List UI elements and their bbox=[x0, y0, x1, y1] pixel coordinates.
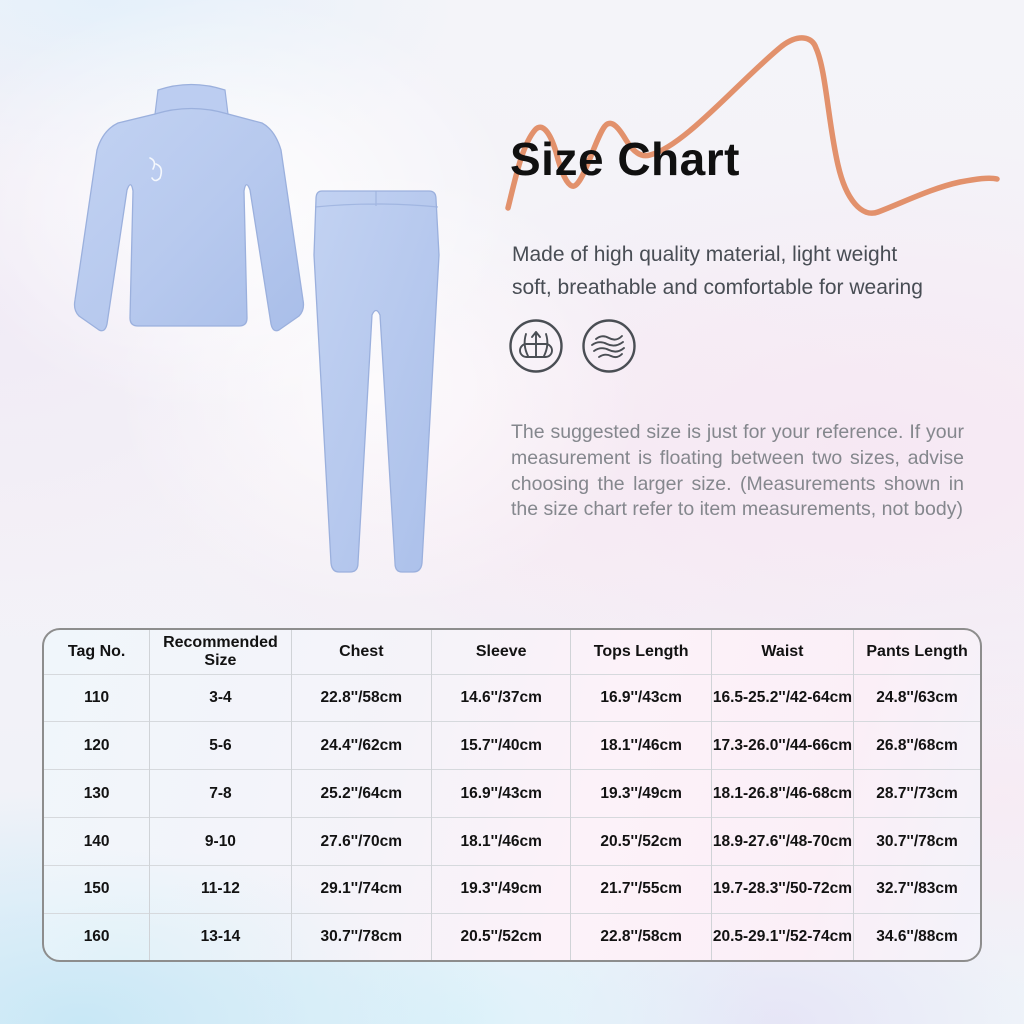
page-title: Size Chart bbox=[510, 133, 740, 185]
feature-badges bbox=[507, 317, 638, 375]
table-header-row: Tag No. Recommended Size Chest Sleeve To… bbox=[44, 630, 980, 674]
orange-squiggle-accent bbox=[505, 35, 1000, 216]
cell-size: 11-12 bbox=[149, 865, 292, 914]
cell-tops-length: 20.5''/52cm bbox=[570, 817, 712, 866]
cell-sleeve: 15.7''/40cm bbox=[430, 721, 571, 770]
material-description: Made of high quality material, light wei… bbox=[512, 243, 923, 299]
size-table: Tag No. Recommended Size Chest Sleeve To… bbox=[42, 628, 982, 962]
column-header-waist: Waist bbox=[710, 630, 854, 674]
column-header-recommended-size: Recommended Size bbox=[149, 630, 292, 674]
cell-chest: 22.8''/58cm bbox=[290, 673, 432, 722]
table-row: 110 3-4 22.8''/58cm 14.6''/37cm 16.9''/4… bbox=[44, 673, 980, 722]
cell-size: 5-6 bbox=[149, 721, 292, 770]
cell-pants-length: 32.7''/83cm bbox=[853, 865, 980, 914]
product-top-image bbox=[73, 83, 305, 332]
brand-embroidery bbox=[149, 157, 163, 182]
cell-waist: 18.1-26.8''/46-68cm bbox=[710, 769, 854, 818]
cell-tag: 110 bbox=[44, 673, 150, 722]
cell-pants-length: 24.8''/63cm bbox=[853, 673, 980, 722]
cell-size: 13-14 bbox=[149, 912, 292, 960]
cell-tops-length: 21.7''/55cm bbox=[570, 865, 712, 914]
column-header-tops-length: Tops Length bbox=[570, 630, 712, 674]
cell-chest: 29.1''/74cm bbox=[290, 865, 432, 914]
table-row: 130 7-8 25.2''/64cm 16.9''/43cm 19.3''/4… bbox=[44, 769, 980, 818]
column-header-chest: Chest bbox=[290, 630, 432, 674]
cell-chest: 27.6''/70cm bbox=[290, 817, 432, 866]
breathable-waves-icon bbox=[582, 319, 636, 373]
cell-sleeve: 18.1''/46cm bbox=[430, 817, 571, 866]
cell-tops-length: 22.8''/58cm bbox=[570, 912, 712, 960]
leggings-waistband-seam bbox=[314, 191, 439, 208]
cell-pants-length: 28.7''/73cm bbox=[853, 769, 980, 818]
cell-sleeve: 20.5''/52cm bbox=[430, 912, 571, 960]
stretch-fabric-icon bbox=[509, 319, 563, 373]
cell-chest: 24.4''/62cm bbox=[290, 721, 432, 770]
leggings-body bbox=[313, 190, 440, 573]
cell-tag: 160 bbox=[44, 912, 150, 960]
cell-size: 7-8 bbox=[149, 769, 292, 818]
table-row: 150 11-12 29.1''/74cm 19.3''/49cm 21.7''… bbox=[44, 865, 980, 914]
cell-pants-length: 30.7''/78cm bbox=[853, 817, 980, 866]
cell-sleeve: 19.3''/49cm bbox=[430, 865, 571, 914]
cell-tag: 120 bbox=[44, 721, 150, 770]
table-row: 140 9-10 27.6''/70cm 18.1''/46cm 20.5''/… bbox=[44, 817, 980, 866]
cell-tops-length: 19.3''/49cm bbox=[570, 769, 712, 818]
cell-pants-length: 34.6''/88cm bbox=[853, 912, 980, 960]
cell-pants-length: 26.8''/68cm bbox=[853, 721, 980, 770]
shirt-collar bbox=[154, 83, 229, 115]
table-row: 120 5-6 24.4''/62cm 15.7''/40cm 18.1''/4… bbox=[44, 721, 980, 770]
sizing-note: The suggested size is just for your refe… bbox=[511, 421, 964, 521]
cell-tops-length: 16.9''/43cm bbox=[570, 673, 712, 722]
cell-tops-length: 18.1''/46cm bbox=[570, 721, 712, 770]
table-row: 160 13-14 30.7''/78cm 20.5''/52cm 22.8''… bbox=[44, 912, 980, 960]
cell-size: 3-4 bbox=[149, 673, 292, 722]
cell-tag: 130 bbox=[44, 769, 150, 818]
shirt-body bbox=[73, 87, 305, 332]
cell-waist: 20.5-29.1''/52-74cm bbox=[710, 912, 854, 960]
cell-tag: 140 bbox=[44, 817, 150, 866]
column-header-tag-no: Tag No. bbox=[67, 642, 126, 660]
cell-chest: 30.7''/78cm bbox=[290, 912, 432, 960]
cell-waist: 19.7-28.3''/50-72cm bbox=[710, 865, 854, 914]
cell-chest: 25.2''/64cm bbox=[290, 769, 432, 818]
cell-size: 9-10 bbox=[149, 817, 292, 866]
cell-waist: 17.3-26.0''/44-66cm bbox=[710, 721, 854, 770]
cell-waist: 18.9-27.6''/48-70cm bbox=[710, 817, 854, 866]
cell-waist: 16.5-25.2''/42-64cm bbox=[710, 673, 854, 722]
cell-sleeve: 14.6''/37cm bbox=[430, 673, 571, 722]
product-leggings-image bbox=[313, 190, 440, 573]
column-header-pants-length: Pants Length bbox=[853, 630, 980, 674]
column-header-sleeve: Sleeve bbox=[430, 630, 571, 674]
cell-tag: 150 bbox=[44, 865, 150, 914]
cell-sleeve: 16.9''/43cm bbox=[430, 769, 571, 818]
